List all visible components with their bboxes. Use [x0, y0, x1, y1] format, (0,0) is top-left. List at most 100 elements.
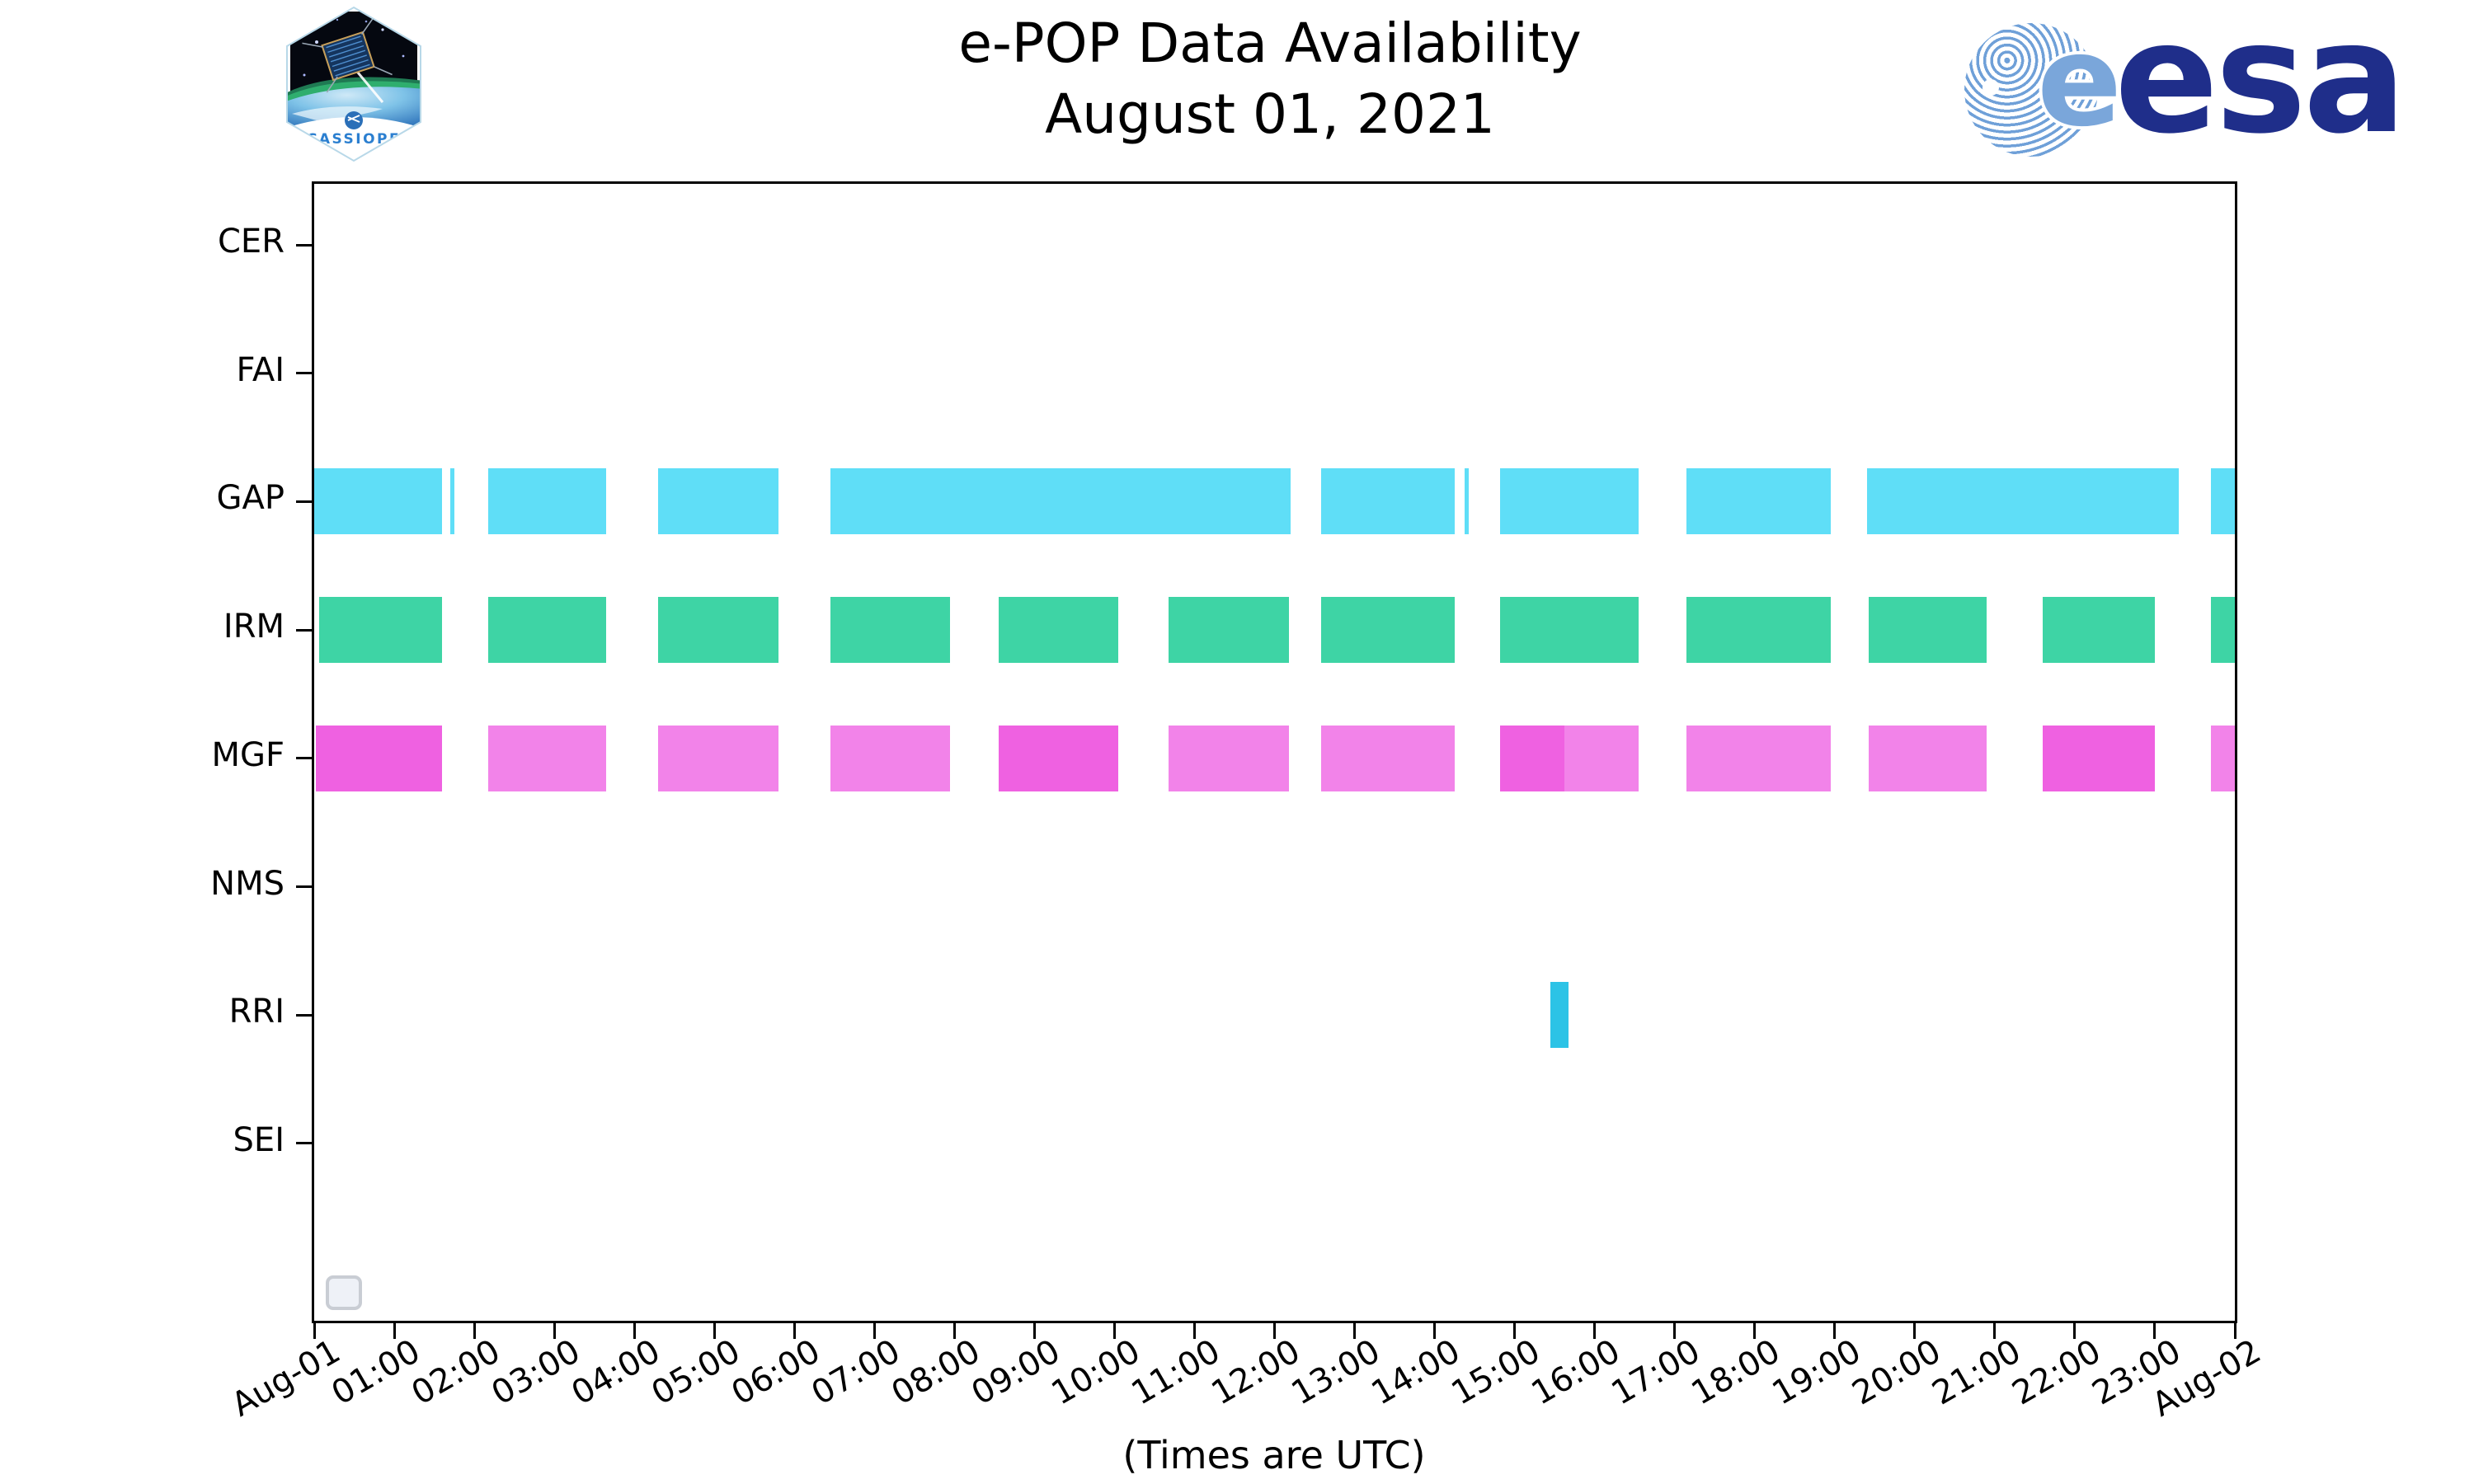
y-tick: [296, 1142, 314, 1145]
x-axis-label: 15:00: [1445, 1332, 1547, 1413]
availability-bar-rri: [1550, 982, 1569, 1049]
x-tick: [2073, 1321, 2077, 1339]
availability-bar-mgf: [1500, 725, 1564, 791]
x-tick: [1192, 1321, 1196, 1339]
availability-bar-irm: [658, 597, 778, 664]
x-tick: [1273, 1321, 1276, 1339]
x-tick: [1833, 1321, 1837, 1339]
x-axis-label: 02:00: [405, 1332, 507, 1413]
chart-title-line2: August 01, 2021: [1045, 82, 1495, 146]
cassiope-mission-patch-icon: CASSIOPE: [286, 6, 421, 162]
y-axis-label-cer: CER: [218, 223, 285, 261]
x-tick: [1112, 1321, 1116, 1339]
availability-bar-gap: [1500, 468, 1639, 535]
availability-bar-gap: [1866, 468, 2180, 535]
esa-globe-e: e: [2037, 8, 2123, 154]
x-axis-label: 18:00: [1685, 1332, 1787, 1413]
availability-bar-gap: [314, 468, 443, 535]
x-tick: [313, 1321, 316, 1339]
chart-title-line1: e-POP Data Availability: [958, 12, 1582, 75]
x-tick: [473, 1321, 476, 1339]
availability-bar-mgf: [998, 725, 1119, 791]
availability-bar-irm: [487, 597, 607, 664]
availability-bar-gap: [1465, 468, 1470, 535]
availability-bar-mgf: [487, 725, 607, 791]
y-axis-label-mgf: MGF: [211, 735, 285, 774]
y-axis-label-gap: GAP: [216, 479, 285, 518]
x-tick: [2153, 1321, 2157, 1339]
esa-logo: e esa: [1964, 0, 2406, 167]
y-tick: [296, 628, 314, 632]
x-tick: [393, 1321, 396, 1339]
x-axis-label: 07:00: [805, 1332, 907, 1413]
x-tick: [1913, 1321, 1917, 1339]
x-tick: [1513, 1321, 1517, 1339]
availability-bar-irm: [1320, 597, 1455, 664]
x-axis-label: 20:00: [1846, 1332, 1947, 1413]
availability-bar-irm: [1169, 597, 1289, 664]
availability-bar-irm: [1500, 597, 1639, 664]
y-axis-label-nms: NMS: [210, 864, 285, 903]
x-axis-label: 10:00: [1045, 1332, 1147, 1413]
x-tick: [1032, 1321, 1036, 1339]
chart-title: e-POP Data Availability August 01, 2021: [958, 8, 1581, 150]
availability-bar-mgf: [1868, 725, 1987, 791]
empty-legend-box: [326, 1275, 362, 1310]
times-utc-note: (Times are UTC): [1122, 1433, 1426, 1477]
x-axis-label: 11:00: [1125, 1332, 1227, 1413]
x-axis-label: 03:00: [485, 1332, 587, 1413]
x-axis-label: 21:00: [1926, 1332, 2027, 1413]
x-axis-label: 22:00: [2006, 1332, 2107, 1413]
availability-bar-gap: [1686, 468, 1831, 535]
y-tick: [296, 500, 314, 503]
y-axis-label-fai: FAI: [236, 350, 285, 389]
availability-bar-irm: [998, 597, 1119, 664]
x-axis-label: 08:00: [885, 1332, 987, 1413]
x-tick: [1753, 1321, 1757, 1339]
x-axis-label: 12:00: [1205, 1332, 1307, 1413]
x-axis-label: 19:00: [1765, 1332, 1867, 1413]
availability-bar-mgf: [1564, 725, 1639, 791]
y-tick: [296, 885, 314, 888]
availability-bar-mgf: [2210, 725, 2235, 791]
x-axis-label: 06:00: [725, 1332, 827, 1413]
availability-bar-mgf: [1169, 725, 1289, 791]
x-tick: [553, 1321, 556, 1339]
availability-bar-irm: [318, 597, 443, 664]
x-tick: [793, 1321, 796, 1339]
esa-wordmark: esa: [2114, 0, 2406, 167]
y-axis-label-irm: IRM: [223, 608, 285, 646]
x-axis-label: 14:00: [1365, 1332, 1467, 1413]
x-tick: [1433, 1321, 1437, 1339]
availability-bar-mgf: [1686, 725, 1831, 791]
patch-cassiope-text: CASSIOPE: [307, 131, 401, 148]
availability-bar-irm: [2043, 597, 2155, 664]
x-axis-label: 16:00: [1525, 1332, 1627, 1413]
x-tick: [2233, 1321, 2236, 1339]
esa-globe-dot: [1982, 79, 1999, 96]
availability-bar-irm: [1686, 597, 1831, 664]
availability-bar-gap: [658, 468, 778, 535]
y-axis-label-sei: SEI: [233, 1120, 285, 1159]
availability-bar-gap: [830, 468, 1291, 535]
x-axis-label: 09:00: [965, 1332, 1067, 1413]
availability-bar-irm: [830, 597, 951, 664]
availability-bar-irm: [2210, 597, 2235, 664]
x-tick: [1993, 1321, 1997, 1339]
x-tick: [952, 1321, 956, 1339]
availability-bar-mgf: [658, 725, 778, 791]
x-axis-label: 05:00: [645, 1332, 747, 1413]
availability-bar-mgf: [830, 725, 951, 791]
y-tick: [296, 243, 314, 247]
availability-bar-mgf: [315, 725, 443, 791]
x-tick: [633, 1321, 636, 1339]
x-tick: [1673, 1321, 1677, 1339]
x-axis-label: 04:00: [565, 1332, 667, 1413]
x-axis-label: 17:00: [1605, 1332, 1707, 1413]
y-axis-label-rri: RRI: [228, 993, 285, 1031]
availability-bar-mgf: [1320, 725, 1455, 791]
availability-bar-irm: [1868, 597, 1987, 664]
availability-bar-gap: [2210, 468, 2235, 535]
x-axis-label: 01:00: [325, 1332, 427, 1413]
